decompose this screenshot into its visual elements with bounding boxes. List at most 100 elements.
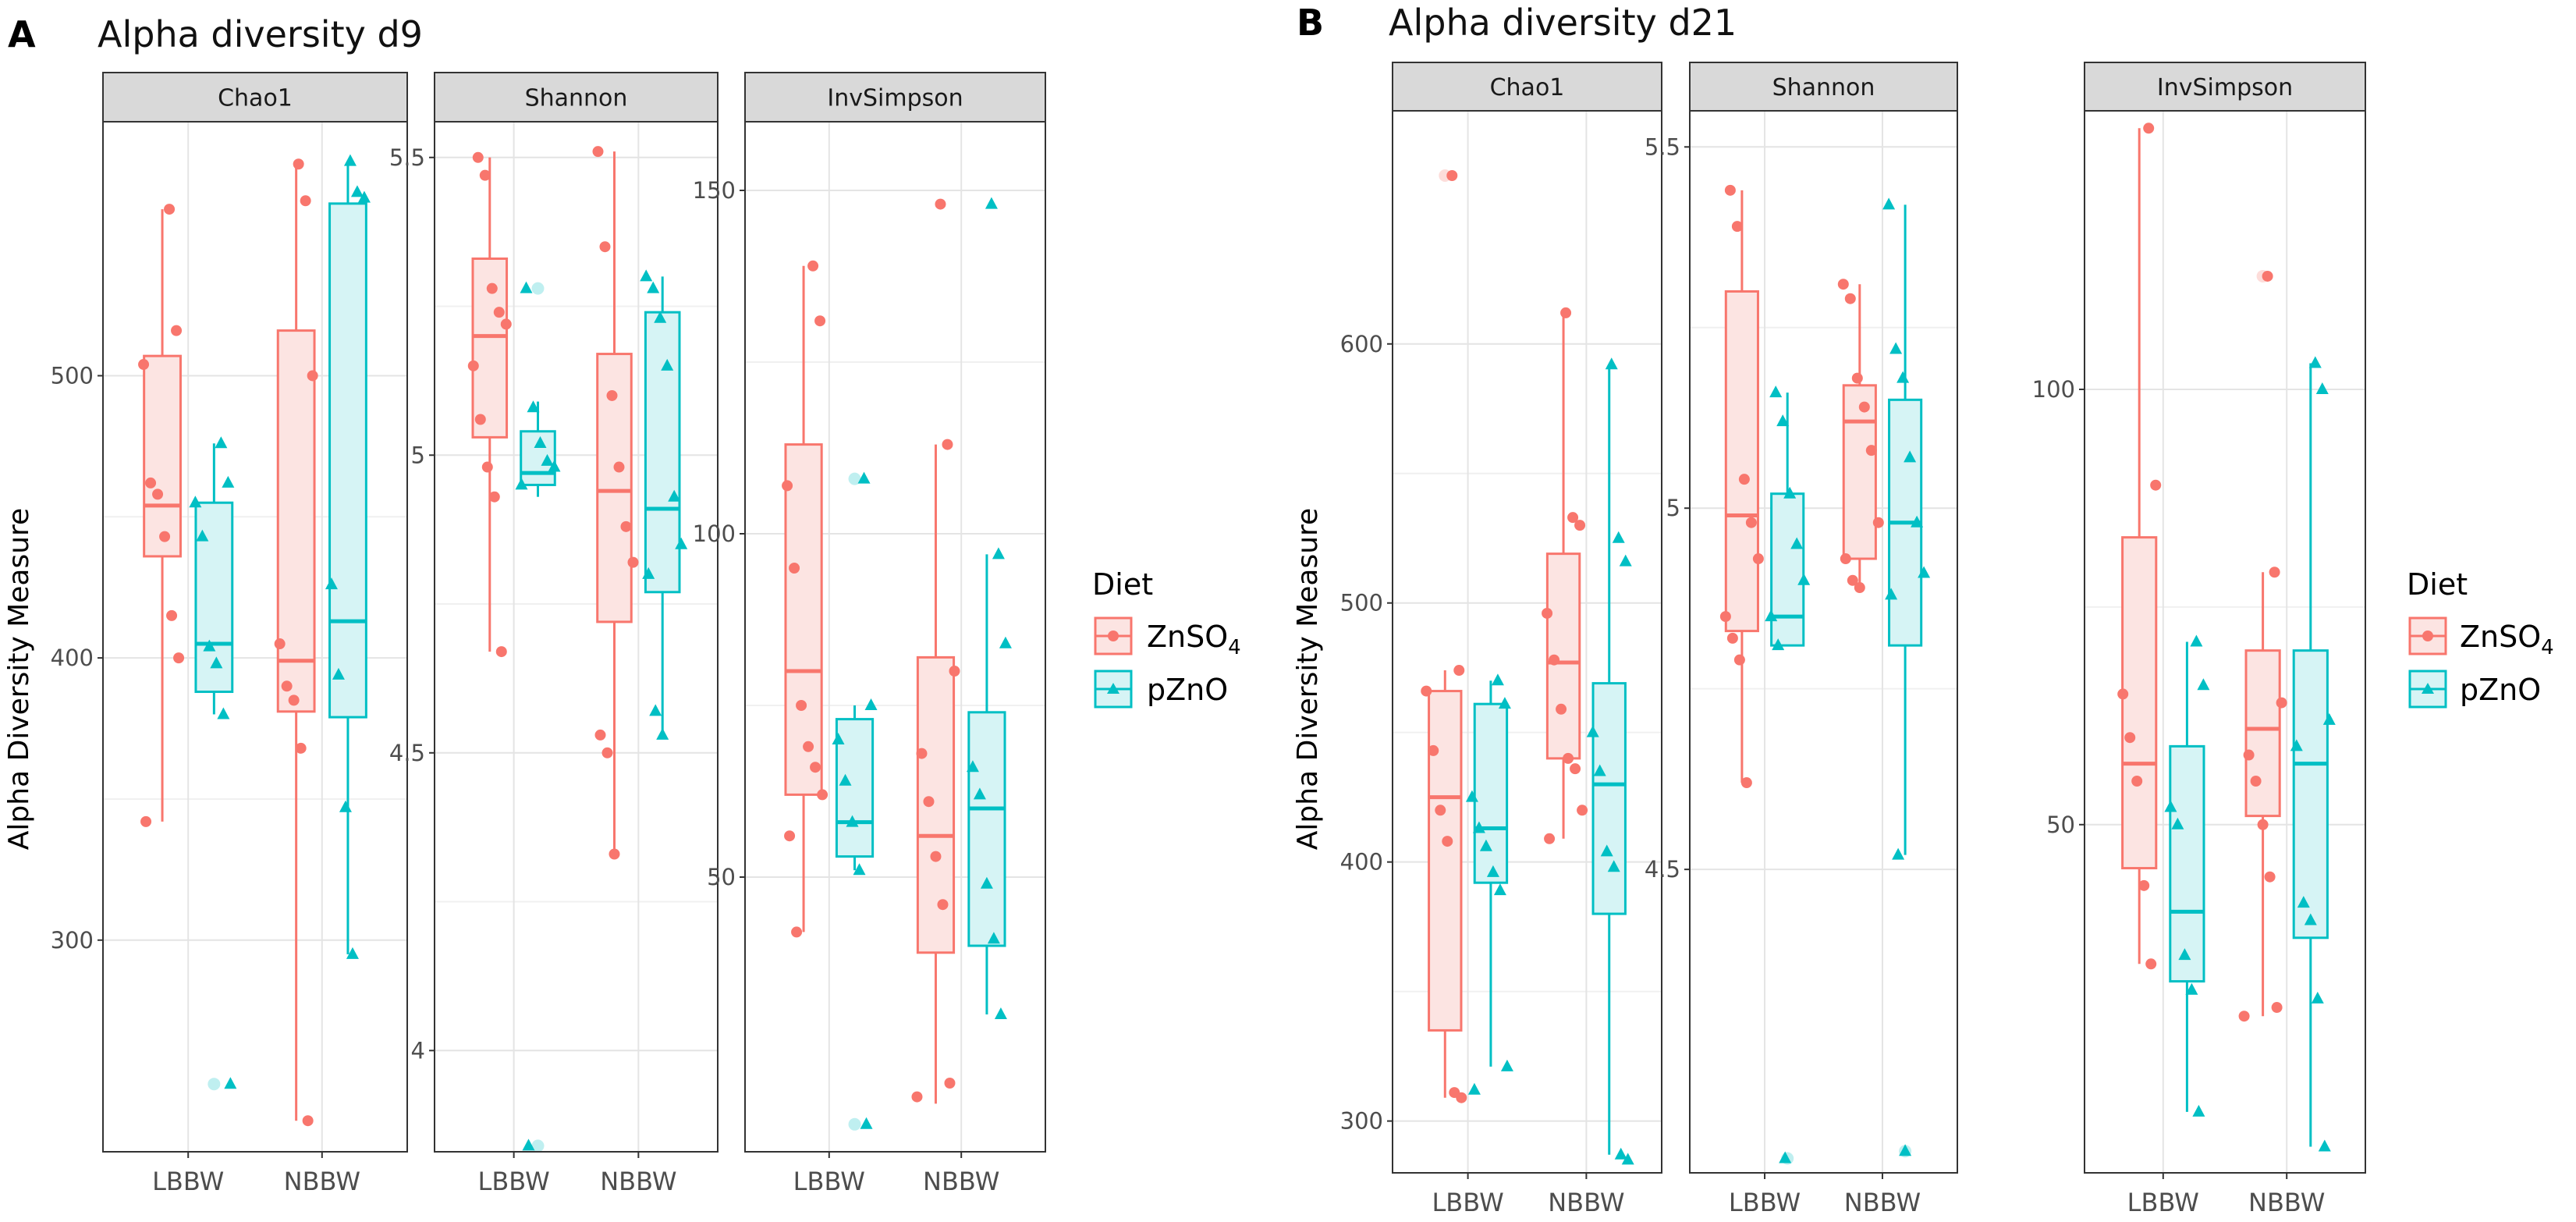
point-lbbw-znso4 [2143,123,2155,134]
point-nbbw-znso4 [2271,1002,2283,1014]
y-tick-label: 400 [51,645,94,671]
point-nbbw-znso4 [2257,819,2269,830]
box-nbbw-pzno [1591,682,1627,915]
point-nbbw-znso4 [2250,775,2262,787]
point-nbbw-pzno [1607,860,1620,872]
point-nbbw-znso4 [1542,607,1553,619]
x-tick-label-lbbw: LBBW [793,1167,865,1196]
point-nbbw-pzno [642,567,655,579]
panel-b-facet-chao1-strip-label: Chao1 [1490,74,1565,101]
legend-b-label-znso4: ZnSO4 [2460,620,2554,659]
x-tick-label-lbbw: LBBW [478,1167,550,1196]
point-lbbw-pzno [215,436,228,449]
point-nbbw-pzno [1904,450,1917,463]
legend-b-key-znso4-point [2422,631,2433,641]
point-nbbw-pzno [987,932,1000,944]
panel-a-facet-invsimpson-strip-label: InvSimpson [827,85,963,112]
legend-a-key-pzno-point [1107,683,1119,694]
point-nbbw-znso4 [620,520,632,532]
panel-a-facet-chao1-strip [102,72,408,123]
point-lbbw-znso4 [1731,221,1743,233]
point-nbbw-znso4 [1837,279,1849,290]
panel-b-facet-shannon-strip-label: Shannon [1772,74,1875,101]
point-lbbw-pzno [522,1139,535,1151]
point-lbbw-znso4 [1740,777,1752,789]
point-lbbw-znso4 [782,480,793,492]
point-lbbw-pzno [1472,821,1485,833]
box-lbbw-pzno-outlier [848,472,861,485]
legend-b-key-znso4 [2408,616,2447,655]
legend-a-label-znso4: ZnSO4 [1147,620,1241,659]
legend-a-key-pzno [1094,670,1133,709]
point-lbbw-znso4 [145,477,157,488]
point-nbbw-znso4 [606,389,618,401]
panel-a-facet-chao1-strip-label: Chao1 [218,85,293,112]
legend-a-label-znso4-main: ZnSO [1147,620,1228,654]
point-nbbw-pzno [332,667,345,680]
point-lbbw-znso4 [803,741,814,752]
point-nbbw-pzno [1586,725,1599,737]
point-lbbw-znso4 [1752,553,1764,565]
legend-b-title: Diet [2407,567,2468,602]
y-tick-label: 300 [1340,1108,1383,1135]
point-nbbw-znso4 [949,666,960,677]
legend-a: Diet ZnSO4 pZnO [1092,567,1241,709]
point-nbbw-znso4 [288,694,300,706]
point-lbbw-znso4 [817,789,829,801]
point-lbbw-pzno [527,400,540,413]
point-nbbw-pzno [1619,554,1632,567]
point-lbbw-znso4 [1456,1092,1467,1103]
point-nbbw-znso4 [274,638,286,650]
point-lbbw-znso4 [493,307,505,318]
point-lbbw-pzno [222,475,235,488]
box-lbbw-pzno-outlier [208,1078,221,1091]
point-nbbw-znso4 [293,158,304,170]
box-lbbw-pzno [1473,702,1509,884]
point-lbbw-znso4 [488,491,500,503]
point-nbbw-znso4 [627,556,639,568]
point-lbbw-znso4 [479,169,491,181]
box-lbbw-pzno [2169,744,2205,983]
point-nbbw-znso4 [302,1115,314,1127]
point-lbbw-pzno [541,453,554,466]
point-nbbw-pzno [973,787,986,800]
y-tick-label: 50 [2046,812,2075,838]
legend-a-label-pzno: pZnO [1147,673,1228,707]
point-nbbw-znso4 [1567,512,1579,524]
point-nbbw-pzno [1614,1147,1627,1160]
point-lbbw-znso4 [1428,744,1439,756]
point-lbbw-znso4 [1446,169,1458,181]
point-nbbw-pzno [640,269,653,282]
point-nbbw-znso4 [1851,372,1863,384]
panel-b-facet-shannon: 4.5 5 5.5 Shannon LBBW NBBW [1645,62,1958,1217]
box-lbbw-pzno [520,430,556,486]
box-lbbw-znso4 [784,443,823,796]
point-lbbw-pzno [1772,638,1785,651]
point-lbbw-znso4 [1719,611,1731,623]
x-tick-label-nbbw: NBBW [2248,1188,2325,1217]
point-lbbw-pzno [189,496,202,508]
box-lbbw-pzno [1770,492,1805,647]
point-nbbw-pzno [654,311,667,323]
legend-a-key-znso4 [1094,616,1133,655]
y-tick-label: 500 [1340,590,1383,616]
point-nbbw-pzno [1882,197,1896,210]
point-nbbw-znso4 [937,899,949,911]
point-nbbw-pzno [980,876,993,889]
point-lbbw-znso4 [2138,879,2150,891]
point-lbbw-pzno [1776,414,1790,427]
point-nbbw-znso4 [1570,763,1581,775]
point-lbbw-pzno [534,436,547,449]
point-nbbw-znso4 [1854,582,1865,594]
point-nbbw-znso4 [923,796,935,808]
point-nbbw-znso4 [2238,1011,2250,1022]
point-lbbw-znso4 [1442,836,1453,847]
panel-b-plots: 300 400 500 600 Chao1 LBBW NBBW 4.5 5 5.5 Shannon L… [1340,62,2366,1217]
x-tick-label-nbbw: NBBW [923,1167,999,1196]
point-nbbw-znso4 [295,742,307,754]
point-nbbw-pzno [999,636,1012,648]
legend-b-label-pzno: pZnO [2460,673,2541,707]
point-lbbw-znso4 [159,531,171,542]
y-tick-label: 5.5 [389,144,425,171]
point-nbbw-znso4 [1865,445,1877,456]
